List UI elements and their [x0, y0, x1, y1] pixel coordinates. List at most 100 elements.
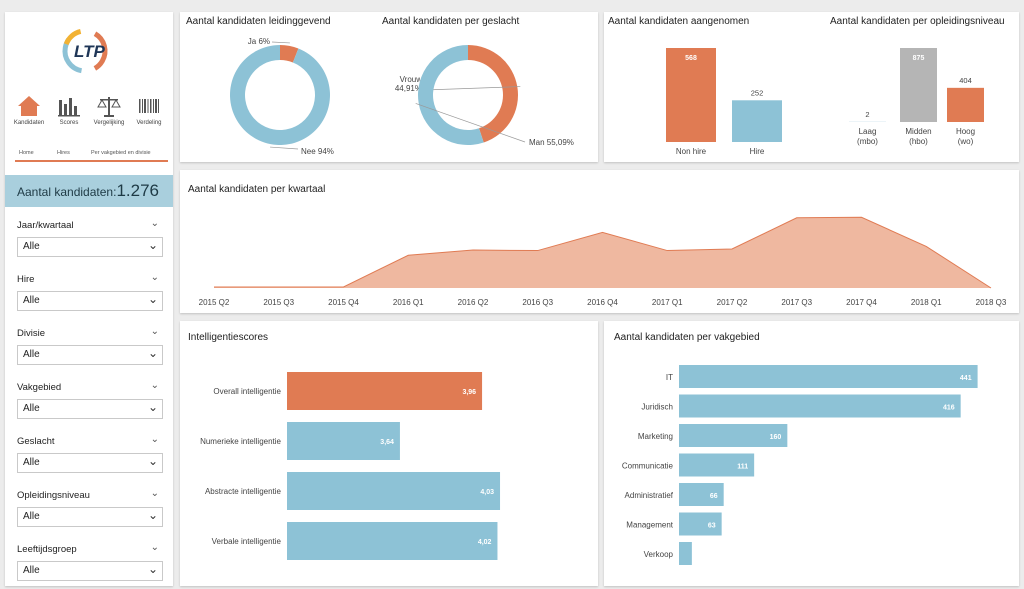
filter-dropdown[interactable]: Alle ⌄	[17, 291, 163, 311]
nav-sub-home[interactable]: Home	[19, 150, 34, 156]
intelligence-bar	[287, 522, 498, 560]
data-label: 4,02	[478, 539, 492, 546]
nav-scores[interactable]: Scores	[49, 94, 89, 126]
filter-dropdown[interactable]: Alle ⌄	[17, 345, 163, 365]
dropdown-value: Alle	[23, 349, 40, 360]
bar-chart-icon	[49, 94, 89, 120]
svg-text:LTP: LTP	[74, 42, 106, 61]
chart-title-intelligentie: Intelligentiescores	[188, 332, 269, 343]
category-label: (mbo)	[857, 137, 878, 146]
filter-divisie: Divisie ⌄ Alle ⌄	[17, 326, 163, 365]
slice-label: Ja 6%	[248, 37, 270, 46]
filter-dropdown[interactable]: Alle ⌄	[17, 507, 163, 527]
column-bar	[900, 48, 937, 122]
filter-label: Leeftijdsgroep	[17, 544, 77, 555]
filter-label: Vakgebied	[17, 382, 62, 393]
category-label: Laag	[859, 127, 877, 136]
chevron-down-icon: ⌄	[147, 400, 158, 414]
filter-dropdown[interactable]: Alle ⌄	[17, 453, 163, 473]
data-label: 4,03	[480, 489, 494, 496]
data-label: 252	[751, 88, 764, 97]
nav-label: Kandidaten	[13, 120, 45, 126]
data-label: 3,64	[380, 439, 394, 446]
dropdown-value: Alle	[23, 403, 40, 414]
leader-line	[271, 41, 290, 44]
donut-charts-panel: Aantal kandidaten leidinggevend Aantal k…	[180, 12, 598, 162]
filter-dropdown[interactable]: Alle ⌄	[17, 399, 163, 419]
chevron-down-icon: ⌄	[147, 346, 158, 360]
vakgebied-bar	[679, 453, 755, 477]
nav-verdeling[interactable]: Verdeling	[129, 94, 169, 126]
data-label: 66	[710, 493, 718, 500]
chart-title-leidinggevend: Aantal kandidaten leidinggevend	[186, 16, 331, 27]
chevron-down-icon[interactable]: ⌄	[150, 434, 159, 445]
dropdown-value: Alle	[23, 511, 40, 522]
ltp-logo: LTP	[60, 26, 132, 76]
vakgebied-bar	[679, 424, 788, 447]
chevron-down-icon: ⌄	[147, 508, 158, 522]
leader-line	[270, 146, 299, 150]
chart-title-opleiding: Aantal kandidaten per opleidingsniveau	[830, 16, 1005, 27]
donut-slice-man	[417, 45, 484, 145]
barcode-icon	[129, 94, 169, 120]
filter-geslacht: Geslacht ⌄ Alle ⌄	[17, 434, 163, 473]
slice-label: Man 55,09%	[529, 138, 574, 147]
filter-dropdown[interactable]: Alle ⌄	[17, 561, 163, 581]
leader-line	[424, 86, 521, 91]
category-label: Numerieke intelligentie	[200, 437, 281, 446]
category-label: Hoog	[956, 127, 975, 136]
x-tick-label: 2015 Q4	[328, 298, 359, 307]
data-label: 2	[865, 110, 869, 119]
vakgebied-bar-chart: 441 IT 416 Juridisch 160 Marketing 111 Communic…	[622, 365, 978, 565]
chevron-down-icon[interactable]: ⌄	[150, 326, 159, 337]
chevron-down-icon[interactable]: ⌄	[150, 272, 159, 283]
category-label: Marketing	[638, 432, 673, 441]
category-label: Communicatie	[622, 462, 674, 471]
chevron-down-icon[interactable]: ⌄	[150, 380, 159, 391]
area-chart-panel: Aantal kandidaten per kwartaal 2015 Q2 20…	[180, 170, 1019, 313]
donut-slice-vrouw	[468, 45, 518, 143]
column-bar	[666, 48, 716, 142]
vakgebied-bar	[679, 512, 722, 536]
filter-leeftijdsgroep: Leeftijdsgroep ⌄ Alle ⌄	[17, 542, 163, 581]
kpi-card: Aantal kandidaten: 1.276	[5, 175, 173, 207]
category-label: Verkoop	[644, 550, 674, 559]
filter-label: Hire	[17, 274, 35, 285]
chevron-down-icon: ⌄	[147, 238, 158, 252]
slice-label: Vrouw	[400, 75, 423, 84]
filter-opleidingsniveau: Opleidingsniveau ⌄ Alle ⌄	[17, 488, 163, 527]
chart-title-geslacht: Aantal kandidaten per geslacht	[382, 16, 520, 27]
x-tick-label: 2015 Q3	[263, 298, 294, 307]
x-tick-label: 2017 Q1	[652, 298, 683, 307]
vakgebied-bar	[679, 542, 692, 565]
x-tick-label: 2018 Q3	[976, 298, 1007, 307]
kpi-value: 1.276	[116, 181, 159, 200]
vakgebied-panel: Aantal kandidaten per vakgebied 441 IT 416…	[604, 321, 1019, 586]
nav-bar: Kandidaten Scores Vergelijking Verdeling	[5, 94, 173, 164]
chevron-down-icon[interactable]: ⌄	[150, 488, 159, 499]
kpi-label: Aantal kandidaten:	[17, 185, 117, 199]
chart-title-aangenomen: Aantal kandidaten aangenomen	[608, 16, 750, 27]
chevron-down-icon[interactable]: ⌄	[150, 218, 159, 229]
category-label: Overall intelligentie	[213, 387, 281, 396]
nav-vergelijking[interactable]: Vergelijking	[89, 94, 129, 126]
nav-sub-vakgebied[interactable]: Per vakgebied en divisie	[91, 150, 151, 156]
intelligentie-panel: Intelligentiescores 3,96 Overall intellig…	[180, 321, 598, 586]
x-tick-label: 2016 Q1	[393, 298, 424, 307]
vakgebied-bar	[679, 394, 961, 418]
nav-sub-hires[interactable]: Hires	[57, 150, 70, 156]
dropdown-value: Alle	[23, 295, 40, 306]
category-label: Hire	[750, 147, 765, 156]
filter-dropdown[interactable]: Alle ⌄	[17, 237, 163, 257]
category-label: Administratief	[625, 491, 674, 500]
chevron-down-icon[interactable]: ⌄	[150, 542, 159, 553]
category-label: Non hire	[676, 147, 707, 156]
nav-kandidaten[interactable]: Kandidaten	[9, 94, 49, 126]
dropdown-value: Alle	[23, 565, 40, 576]
leader-line	[415, 103, 526, 143]
vakgebied-bar	[679, 483, 724, 506]
category-label: (hbo)	[909, 137, 928, 146]
x-tick-label: 2017 Q2	[717, 298, 748, 307]
chevron-down-icon: ⌄	[147, 292, 158, 306]
